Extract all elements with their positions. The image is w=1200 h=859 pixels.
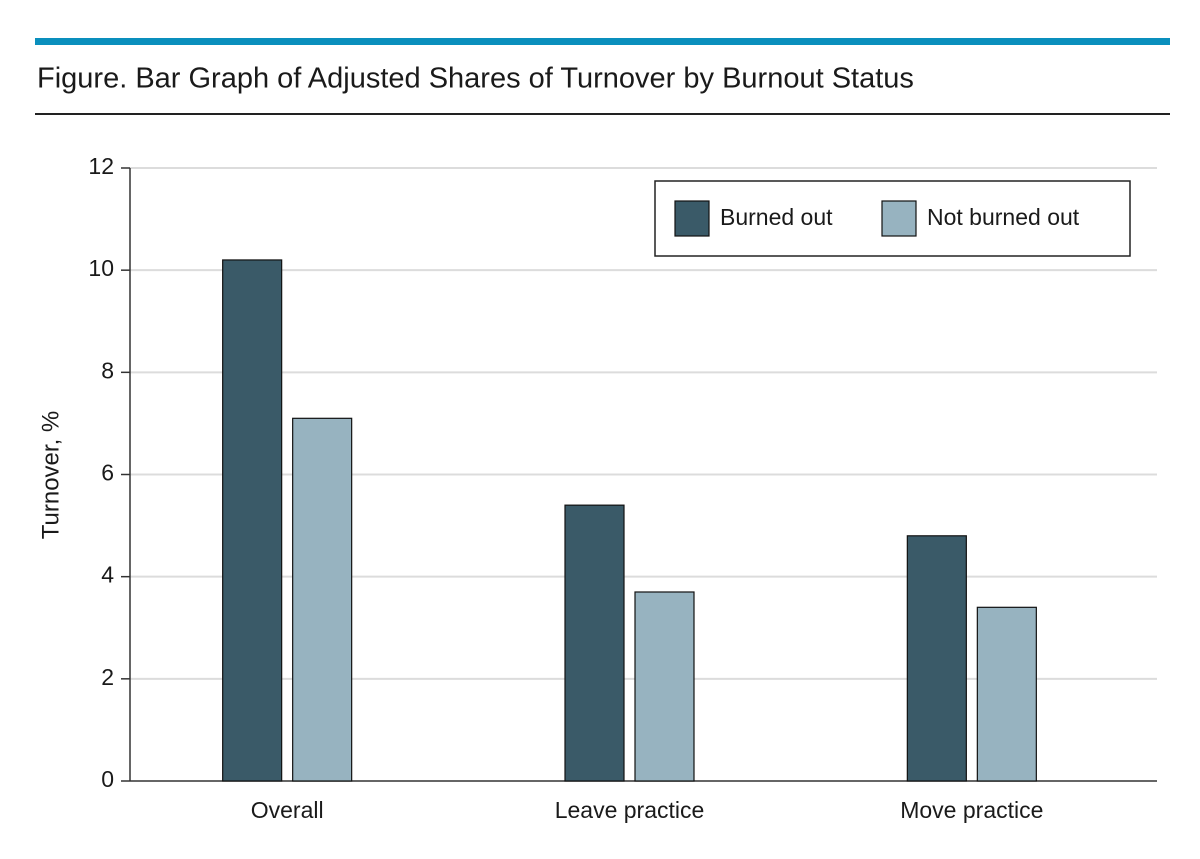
- x-tick-label: Overall: [251, 797, 324, 823]
- y-tick-label: 2: [101, 664, 114, 690]
- bar: [906, 535, 967, 782]
- bar: [634, 591, 695, 782]
- y-tick-label: 6: [101, 460, 114, 486]
- legend-swatch: [674, 200, 710, 237]
- y-tick-label: 0: [101, 766, 114, 792]
- x-tick-label: Move practice: [900, 797, 1043, 823]
- top-rule: [35, 38, 1170, 45]
- bar: [976, 606, 1037, 782]
- legend-label: Not burned out: [927, 204, 1080, 230]
- legend-swatch: [881, 200, 917, 237]
- chart-title: Figure. Bar Graph of Adjusted Shares of …: [37, 63, 914, 95]
- bar: [292, 417, 353, 782]
- bar: [564, 504, 625, 782]
- legend-label: Burned out: [720, 204, 833, 230]
- bar: [222, 259, 283, 782]
- y-tick-label: 4: [101, 562, 114, 588]
- y-axis-title: Turnover, %: [37, 411, 64, 540]
- y-tick-label: 8: [101, 357, 114, 383]
- y-tick-label: 10: [88, 255, 114, 281]
- y-tick-label: 12: [88, 153, 114, 179]
- x-tick-label: Leave practice: [555, 797, 705, 823]
